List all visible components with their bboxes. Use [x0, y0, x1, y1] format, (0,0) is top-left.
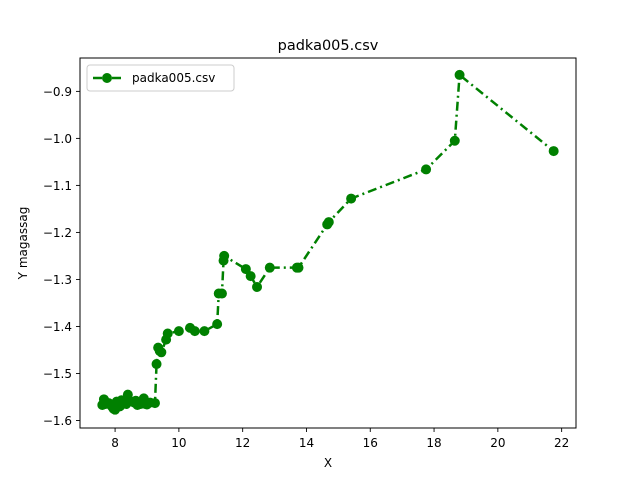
data-point	[162, 328, 173, 339]
data-point	[323, 217, 334, 228]
x-tick-label: 12	[235, 436, 250, 450]
data-point	[240, 264, 251, 275]
data-point	[156, 347, 167, 358]
plot-area	[80, 58, 576, 428]
plot-frame	[79, 57, 577, 429]
data-point	[149, 398, 160, 409]
x-tick-label: 16	[363, 436, 378, 450]
y-tick-label: −1.2	[43, 226, 72, 240]
data-point	[212, 319, 223, 330]
legend: padka005.csv	[86, 64, 235, 92]
data-point	[548, 146, 559, 157]
x-axis: 8 10 12 14 16 18 20 22	[111, 428, 569, 450]
y-axis-label: Y magassag	[16, 207, 30, 281]
legend-entry-label: padka005.csv	[132, 71, 215, 85]
x-axis-label: X	[324, 456, 332, 470]
data-point	[216, 288, 227, 299]
y-tick-label: −1.0	[43, 132, 72, 146]
x-tick-label: 14	[299, 436, 314, 450]
y-tick-label: −1.6	[43, 414, 72, 428]
data-point	[264, 262, 275, 273]
data-point	[449, 135, 460, 146]
x-tick-label: 8	[111, 436, 119, 450]
x-tick-label: 20	[490, 436, 505, 450]
data-point	[245, 271, 256, 282]
legend-box	[86, 64, 235, 92]
y-tick-label: −1.1	[43, 179, 72, 193]
y-tick-label: −1.4	[43, 320, 72, 334]
data-point	[252, 281, 263, 292]
data-point	[151, 359, 162, 370]
data-point	[346, 193, 357, 204]
series-layer	[97, 69, 559, 415]
data-point	[173, 326, 184, 337]
x-tick-label: 22	[554, 436, 569, 450]
data-point	[421, 164, 432, 175]
data-point	[199, 326, 210, 337]
y-tick-label: −1.5	[43, 367, 72, 381]
data-point	[189, 326, 200, 337]
x-tick-label: 10	[171, 436, 186, 450]
x-tick-label: 18	[426, 436, 441, 450]
y-tick-label: −0.9	[43, 85, 72, 99]
legend-marker	[102, 73, 112, 83]
y-axis: −1.6 −1.5 −1.4 −1.3 −1.2 −1.1 −1.0 −0.9	[43, 85, 80, 428]
chart-title: padka005.csv	[278, 38, 379, 54]
data-point	[219, 250, 230, 261]
y-tick-label: −1.3	[43, 273, 72, 287]
data-point	[293, 262, 304, 273]
data-point	[454, 69, 465, 80]
